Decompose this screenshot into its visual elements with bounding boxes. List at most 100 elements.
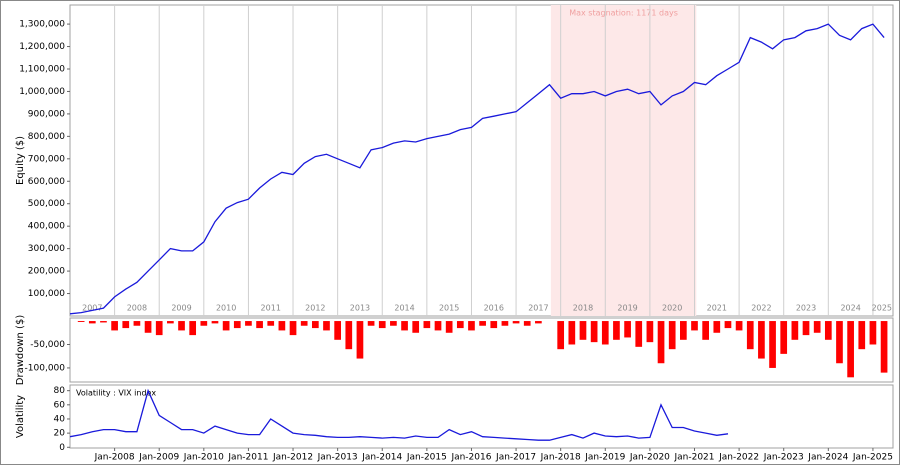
- year-label: 2014: [394, 304, 414, 313]
- bar: [590, 321, 598, 343]
- year-label: 2022: [751, 304, 771, 313]
- bar: [88, 321, 96, 324]
- x-tick-label: Jan-2010: [183, 453, 224, 463]
- year-label: 2010: [216, 304, 236, 313]
- y-tick-label: -50,000: [30, 340, 65, 350]
- y-tick-label: 60: [54, 400, 66, 410]
- year-label: 2009: [171, 304, 191, 313]
- bar: [523, 321, 531, 326]
- y-tick-label: 1,300,000: [19, 20, 65, 30]
- y-tick-label: 0: [59, 443, 65, 453]
- y-tick-label: 400,000: [28, 222, 65, 232]
- bar: [501, 321, 509, 326]
- y-tick-label: 1,200,000: [19, 42, 65, 52]
- bar: [880, 321, 888, 373]
- bar: [735, 321, 743, 331]
- bar: [278, 321, 286, 331]
- bar: [680, 321, 687, 340]
- x-tick-label: Jan-2024: [807, 453, 848, 463]
- bar: [323, 321, 330, 331]
- x-tick-label: Jan-2011: [227, 453, 268, 463]
- y-axis-label: Equity ($): [15, 136, 26, 185]
- bar: [624, 321, 631, 338]
- y-tick-label: 600,000: [28, 177, 65, 187]
- bar: [601, 321, 609, 345]
- year-label: 2007: [82, 304, 102, 313]
- y-tick-label: 900,000: [28, 109, 65, 119]
- y-tick-label: -100,000: [25, 363, 66, 373]
- bar: [769, 321, 776, 368]
- bar: [222, 321, 230, 331]
- year-label: 2016: [484, 304, 504, 313]
- bar: [847, 321, 854, 378]
- bar: [802, 321, 810, 336]
- bar: [456, 321, 464, 329]
- bar: [200, 321, 208, 326]
- bar: [155, 321, 163, 336]
- bar: [557, 321, 565, 350]
- bar: [512, 321, 520, 324]
- bar: [668, 321, 676, 350]
- x-tick-label: Jan-2023: [763, 453, 804, 463]
- y-tick-label: 300,000: [28, 244, 65, 254]
- x-tick-label: Jan-2013: [317, 453, 358, 463]
- bar: [401, 321, 408, 331]
- year-label: 2019: [617, 304, 637, 313]
- year-label: 2018: [573, 304, 593, 313]
- bar: [869, 321, 877, 345]
- annotation: Volatility : VIX index: [76, 389, 156, 398]
- bar: [434, 321, 442, 331]
- x-tick-label: Jan-2017: [495, 453, 536, 463]
- y-tick-label: 800,000: [28, 132, 65, 142]
- bar: [300, 321, 308, 326]
- bar: [178, 321, 185, 331]
- bar: [568, 321, 576, 345]
- bar: [390, 321, 397, 326]
- bar: [378, 321, 386, 329]
- bar: [445, 321, 453, 333]
- bar: [646, 321, 654, 343]
- bar: [211, 321, 219, 324]
- x-tick-label: Jan-2008: [94, 453, 135, 463]
- bar: [702, 321, 709, 340]
- bar: [657, 321, 665, 364]
- y-tick-label: 200,000: [28, 267, 65, 277]
- bar: [100, 321, 107, 323]
- y-tick-label: 40: [54, 414, 66, 424]
- x-tick-label: Jan-2015: [406, 453, 447, 463]
- x-tick-label: Jan-2014: [361, 453, 402, 463]
- bar: [713, 321, 721, 333]
- bar: [858, 321, 866, 350]
- bar: [746, 321, 754, 350]
- x-tick-label: Jan-2016: [450, 453, 491, 463]
- x-tick-label: Jan-2025: [852, 453, 893, 463]
- bar: [479, 321, 486, 326]
- bar: [412, 321, 420, 333]
- bar: [813, 321, 821, 333]
- year-label: 2017: [528, 304, 548, 313]
- bar: [133, 321, 141, 326]
- year-label: 2013: [350, 304, 370, 313]
- bar: [490, 321, 498, 329]
- bar: [111, 321, 118, 331]
- x-tick-label: Jan-2021: [673, 453, 714, 463]
- year-label: 2012: [305, 304, 325, 313]
- bar: [311, 321, 319, 329]
- bar: [836, 321, 843, 364]
- series-line: [69, 23, 885, 315]
- year-label: 2025: [872, 304, 892, 313]
- bar: [579, 321, 587, 340]
- y-tick-label: 1,000,000: [19, 87, 65, 97]
- x-tick-label: Jan-2019: [584, 453, 625, 463]
- stagnation-band: [550, 5, 697, 316]
- y-tick-label: 100,000: [28, 289, 65, 299]
- year-label: 2008: [127, 304, 147, 313]
- plot-area: [69, 317, 894, 383]
- bar: [144, 321, 152, 333]
- y-tick-label: 80: [54, 386, 66, 396]
- bar: [824, 321, 832, 340]
- y-tick-label: 20: [54, 429, 66, 439]
- bar: [724, 321, 732, 329]
- year-label: 2024: [840, 304, 860, 313]
- bar: [791, 321, 799, 340]
